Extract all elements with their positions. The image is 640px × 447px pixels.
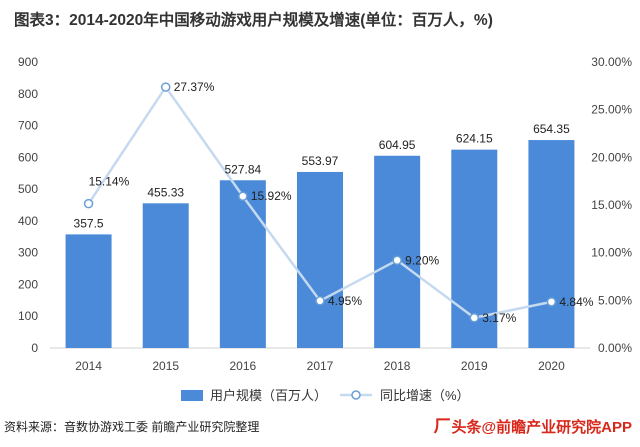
watermark-logo: ㄏ头条@前瞻产业研究院APP [434, 412, 632, 438]
chart-title: 图表3：2014-2020年中国移动游戏用户规模及增速(单位：百万人，%) [14, 12, 493, 29]
bar-value-label: 654.35 [533, 122, 570, 136]
x-axis-tick-label: 2020 [538, 359, 565, 373]
bar-series [65, 140, 575, 348]
growth-value-label: 4.95% [328, 294, 362, 308]
left-axis-tick-label: 700 [18, 119, 38, 133]
left-axis-tick-label: 500 [18, 182, 38, 196]
growth-value-label: 27.37% [174, 80, 215, 94]
x-axis-tick-label: 2014 [75, 359, 102, 373]
x-axis-tick-label: 2015 [152, 359, 179, 373]
x-axis-tick-label: 2018 [384, 359, 411, 373]
growth-point [392, 255, 402, 266]
bar [219, 180, 266, 348]
growth-point [83, 198, 94, 209]
bar [142, 203, 189, 348]
x-axis-tick-label: 2017 [307, 359, 334, 373]
bar [297, 171, 343, 348]
growth-value-label: 4.84% [559, 295, 593, 309]
data-labels: 357.5 455.33 527.84 553.97 604.95 624.15 654.3… [74, 80, 594, 325]
legend-bar-swatch [181, 390, 203, 401]
growth-point [238, 191, 248, 201]
bar [374, 155, 421, 348]
left-axis-tick-label: 100 [18, 309, 38, 323]
bar-value-label: 527.84 [225, 162, 262, 176]
right-axis: 0.00% 5.00% 10.00% 15.00% 20.00% 25.00% 30.00% [591, 55, 632, 355]
bar [65, 234, 112, 348]
right-axis-tick-label: 25.00% [591, 103, 632, 117]
right-axis-tick-label: 10.00% [591, 246, 632, 260]
right-axis-tick-label: 15.00% [591, 198, 632, 212]
growth-point [469, 313, 480, 323]
right-axis-tick-label: 0.00% [598, 341, 632, 355]
left-axis-tick-label: 900 [18, 55, 38, 69]
x-axis-tick-label: 2016 [230, 359, 257, 373]
x-axis: 2014 2015 2016 2017 2018 2019 2020 [75, 359, 565, 373]
left-axis-tick-label: 800 [18, 87, 38, 101]
brand-icon: ㄏ [433, 416, 452, 436]
bar-value-label: 624.15 [456, 132, 493, 146]
growth-point [160, 82, 171, 92]
bar-value-label: 604.95 [379, 138, 416, 152]
logo-text: 头条@前瞻产业研究院APP [451, 419, 632, 436]
bar-value-label: 357.5 [74, 216, 104, 230]
growth-point [315, 296, 325, 306]
right-axis-tick-label: 5.00% [598, 293, 632, 307]
legend: 用户规模（百万人） 同比增速（%） [181, 388, 470, 403]
left-axis-tick-label: 200 [18, 277, 38, 291]
growth-value-label: 15.92% [251, 189, 292, 203]
left-axis: 0 100 200 300 400 500 600 700 800 900 [18, 55, 38, 355]
x-axis-tick-label: 2019 [461, 359, 488, 373]
left-axis-tick-label: 600 [18, 150, 38, 164]
right-axis-tick-label: 30.00% [591, 55, 632, 69]
left-axis-tick-label: 400 [18, 214, 38, 228]
legend-line-label: 同比增速（%） [380, 388, 470, 403]
legend-line-marker [351, 390, 361, 400]
growth-value-label: 3.17% [482, 311, 516, 325]
bar-value-label: 553.97 [302, 154, 339, 168]
source-note: 资料来源：音数协游戏工委 前瞻产业研究院整理 [4, 420, 260, 434]
bar [528, 140, 575, 348]
growth-point [546, 297, 557, 307]
bar-value-label: 455.33 [147, 185, 184, 199]
growth-line-series [83, 82, 557, 323]
left-axis-tick-label: 300 [18, 246, 38, 260]
growth-value-label: 15.14% [89, 175, 130, 189]
legend-bar-label: 用户规模（百万人） [210, 388, 327, 403]
right-axis-tick-label: 20.00% [591, 150, 632, 164]
left-axis-tick-label: 0 [31, 341, 38, 355]
growth-value-label: 9.20% [405, 253, 439, 267]
